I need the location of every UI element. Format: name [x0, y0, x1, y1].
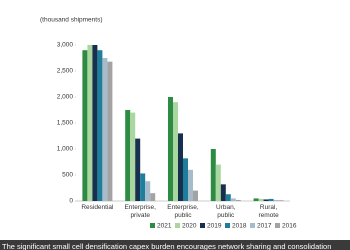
caption: The significant small cell densification…: [2, 242, 331, 250]
y-tick-label: 500: [62, 172, 73, 179]
bar: [125, 110, 131, 201]
bar: [235, 199, 241, 201]
x-tick-label: Rural, remote: [258, 204, 279, 219]
legend-label: 2020: [182, 223, 197, 230]
x-tick-label: Residential: [81, 204, 114, 211]
bar: [130, 112, 136, 201]
legend-swatch: [275, 223, 280, 228]
legend-swatch: [175, 223, 180, 228]
bar: [268, 198, 274, 201]
bar: [225, 194, 231, 201]
bar: [97, 50, 103, 202]
bar: [168, 97, 173, 201]
bar: [273, 199, 279, 201]
bar: [188, 169, 193, 201]
bar: [102, 58, 108, 201]
bar: [178, 133, 183, 201]
legend-swatch: [200, 223, 205, 228]
bar: [215, 164, 221, 201]
y-tick-label: 3,000: [57, 42, 74, 49]
legend-label: 2016: [282, 223, 297, 230]
y-tick-label: 1,500: [57, 120, 74, 127]
bar: [145, 181, 151, 201]
legend-label: 2017: [257, 223, 272, 230]
y-tick-label: 2,000: [57, 94, 74, 101]
legend-swatch: [150, 223, 155, 228]
bar: [135, 138, 141, 201]
bar: [193, 190, 198, 201]
legend-label: 2019: [207, 223, 222, 230]
bar: [107, 61, 113, 201]
y-axis-label: (thousand shipments): [40, 17, 103, 24]
bar: [150, 193, 156, 201]
bar: [278, 200, 284, 201]
bar: [220, 184, 226, 201]
bar: [87, 45, 93, 201]
bar: [92, 45, 98, 201]
x-tick-label: Urban, public: [216, 204, 236, 219]
legend-swatch: [225, 223, 230, 228]
y-tick-label: 2,500: [57, 68, 74, 75]
bar: [230, 198, 236, 201]
bar: [183, 158, 188, 201]
bar: [253, 198, 259, 201]
x-tick-label: Enterprise, private: [124, 204, 156, 219]
y-tick-label: 0: [69, 198, 73, 205]
bar: [140, 173, 146, 201]
bar: [82, 50, 88, 202]
legend-swatch: [250, 223, 255, 228]
bar: [173, 102, 178, 201]
caption-banner: [0, 240, 350, 250]
y-tick-label: 1,000: [57, 146, 74, 153]
legend-label: 2021: [157, 223, 172, 230]
bar: [258, 198, 264, 201]
bar: [210, 149, 216, 201]
x-tick-label: Enterprise, public: [167, 204, 199, 219]
bar: [263, 199, 269, 201]
legend-label: 2018: [232, 223, 247, 230]
